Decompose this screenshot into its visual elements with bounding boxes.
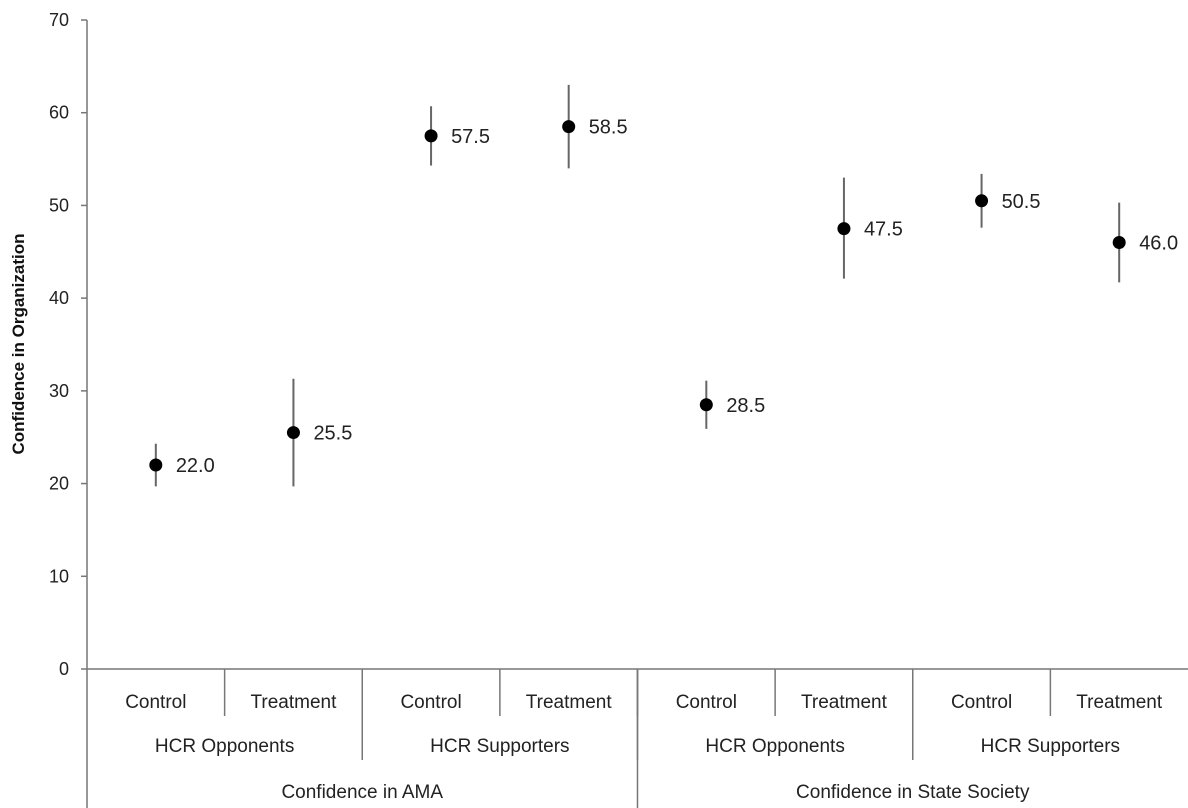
- data-label: 25.5: [313, 423, 352, 445]
- y-tick-label: 60: [49, 103, 69, 123]
- y-axis: 0 10 20 30 40 50 60 70: [49, 10, 88, 808]
- data-label: 50.5: [1002, 191, 1041, 213]
- x-category-group-label: HCR Opponents: [155, 736, 294, 757]
- data-label: 57.5: [451, 126, 490, 148]
- data-label: 28.5: [726, 395, 765, 417]
- data-point: [286, 426, 300, 440]
- data-point: [975, 194, 989, 208]
- x-category-inner-label: Treatment: [526, 692, 613, 713]
- x-category-outer-label: Confidence in AMA: [281, 782, 443, 803]
- x-category-inner-label: Treatment: [1076, 692, 1163, 713]
- data-point: [1112, 236, 1126, 250]
- y-axis-label: Confidence in Organization: [9, 233, 28, 454]
- x-category-inner-label: Treatment: [801, 692, 888, 713]
- y-tick-label: 70: [49, 10, 69, 30]
- x-category-outer-label: Confidence in State Society: [796, 782, 1030, 803]
- x-category-inner-label: Control: [125, 692, 186, 713]
- data-point: [424, 129, 438, 143]
- y-tick-label: 10: [49, 566, 69, 586]
- y-tick-label: 30: [49, 381, 69, 401]
- data-point: [149, 458, 163, 472]
- y-tick-label: 0: [59, 659, 69, 679]
- y-tick-label: 50: [49, 195, 69, 215]
- data-point: [699, 398, 713, 412]
- x-category-inner-label: Treatment: [250, 692, 337, 713]
- y-tick-label: 40: [49, 288, 69, 308]
- x-category-group-label: HCR Supporters: [981, 736, 1120, 757]
- data-label: 46.0: [1139, 233, 1178, 255]
- x-category-group-label: HCR Supporters: [430, 736, 569, 757]
- data-point: [562, 120, 576, 134]
- x-category-group-label: HCR Opponents: [705, 736, 844, 757]
- data-points: 22.0 25.5 57.5 58.5 28.5 47.5 50.5 46.0: [149, 84, 1178, 487]
- x-category-inner-label: Control: [676, 692, 737, 713]
- data-label: 47.5: [864, 219, 903, 241]
- data-label: 22.0: [176, 455, 215, 477]
- x-category-inner-label: Control: [951, 692, 1012, 713]
- data-point: [837, 222, 851, 236]
- y-tick-label: 20: [49, 474, 69, 494]
- x-category-inner-label: Control: [400, 692, 461, 713]
- x-axis: Control Treatment Control Treatment Control T…: [87, 668, 1188, 808]
- data-label: 58.5: [589, 117, 628, 139]
